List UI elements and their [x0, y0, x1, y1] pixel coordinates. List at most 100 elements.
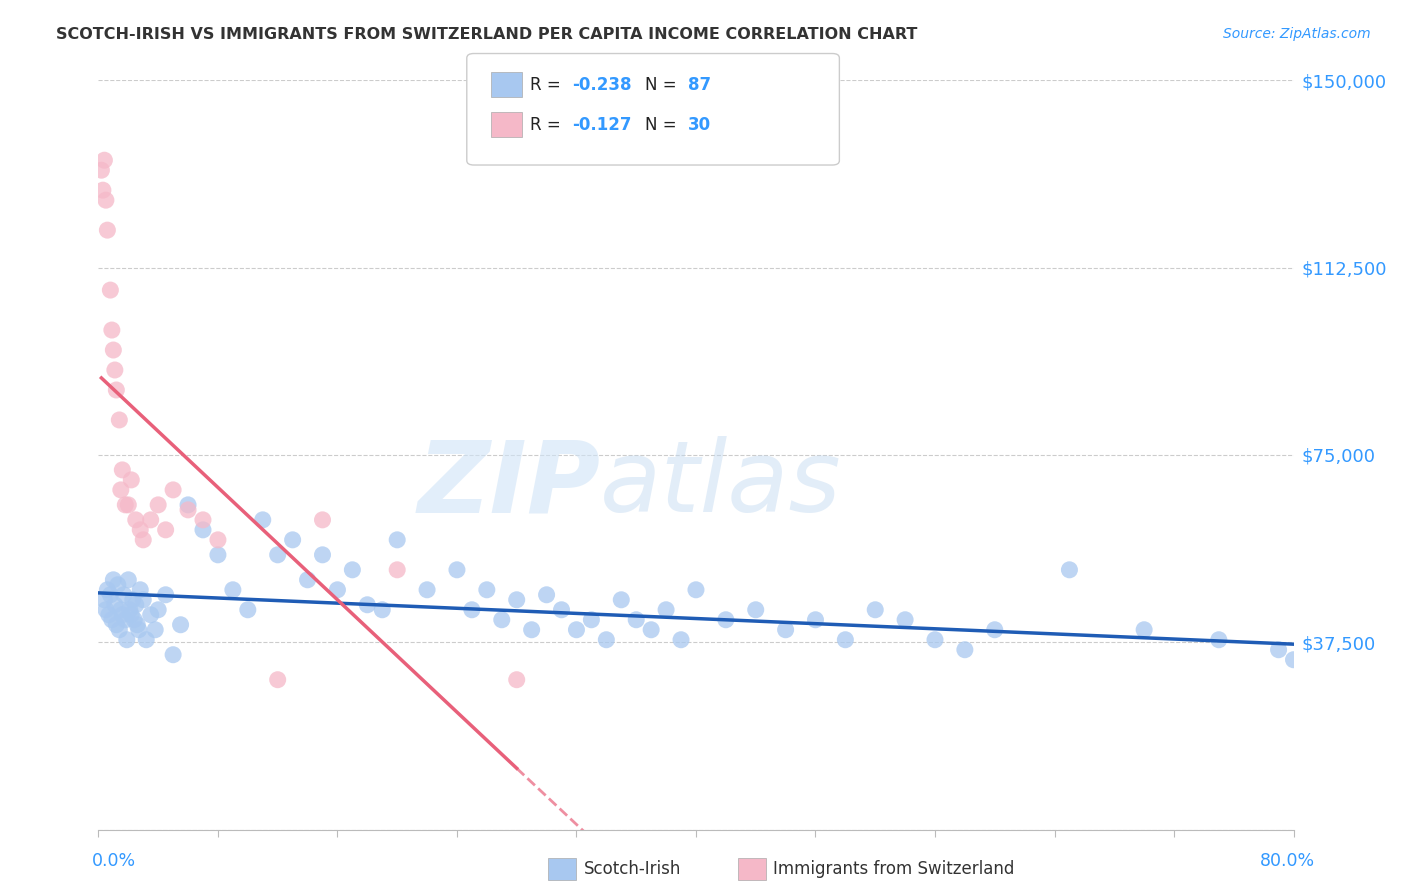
- Text: SCOTCH-IRISH VS IMMIGRANTS FROM SWITZERLAND PER CAPITA INCOME CORRELATION CHART: SCOTCH-IRISH VS IMMIGRANTS FROM SWITZERL…: [56, 27, 918, 42]
- Point: [108, 623, 131, 637]
- Point: [267, 548, 290, 562]
- Point: [121, 592, 143, 607]
- Point: [132, 592, 155, 607]
- Point: [120, 607, 142, 622]
- Point: [98, 283, 122, 297]
- Point: [129, 523, 152, 537]
- Text: 0.0%: 0.0%: [91, 852, 135, 870]
- Point: [669, 632, 692, 647]
- Point: [98, 588, 122, 602]
- Point: [416, 582, 439, 597]
- Point: [252, 513, 274, 527]
- Text: N =: N =: [645, 76, 682, 94]
- Point: [101, 613, 124, 627]
- Point: [1402, 653, 1406, 667]
- Point: [169, 617, 191, 632]
- Point: [110, 483, 132, 497]
- Point: [107, 578, 129, 592]
- Point: [104, 598, 127, 612]
- Point: [110, 603, 132, 617]
- Point: [924, 632, 946, 647]
- Point: [804, 613, 827, 627]
- Point: [1133, 623, 1156, 637]
- Point: [128, 623, 150, 637]
- Point: [834, 632, 856, 647]
- Point: [610, 592, 633, 607]
- Point: [626, 613, 648, 627]
- Text: Immigrants from Switzerland: Immigrants from Switzerland: [773, 860, 1015, 878]
- Point: [1282, 653, 1305, 667]
- Point: [475, 582, 498, 597]
- Point: [162, 648, 184, 662]
- Point: [1312, 632, 1334, 647]
- Point: [125, 513, 148, 527]
- Point: [1059, 563, 1081, 577]
- Point: [775, 623, 797, 637]
- Point: [162, 483, 184, 497]
- Point: [281, 533, 304, 547]
- Point: [111, 607, 134, 622]
- Point: [93, 153, 115, 168]
- Point: [148, 603, 170, 617]
- Point: [222, 582, 245, 597]
- Point: [90, 163, 112, 178]
- Point: [311, 513, 333, 527]
- Point: [461, 603, 484, 617]
- Point: [112, 588, 135, 602]
- Point: [108, 413, 131, 427]
- Point: [132, 533, 155, 547]
- Point: [139, 513, 162, 527]
- Text: ZIP: ZIP: [418, 436, 600, 533]
- Text: atlas: atlas: [600, 436, 842, 533]
- Point: [91, 183, 114, 197]
- Point: [117, 498, 139, 512]
- Text: 30: 30: [688, 116, 710, 134]
- Point: [236, 603, 259, 617]
- Text: 87: 87: [688, 76, 710, 94]
- Point: [94, 193, 117, 207]
- Point: [111, 463, 134, 477]
- Point: [177, 503, 200, 517]
- Text: Scotch-Irish: Scotch-Irish: [583, 860, 681, 878]
- Point: [177, 498, 200, 512]
- Point: [155, 523, 177, 537]
- Point: [371, 603, 394, 617]
- Point: [101, 323, 124, 337]
- Point: [114, 498, 136, 512]
- Point: [520, 623, 543, 637]
- Point: [385, 533, 409, 547]
- Point: [96, 223, 118, 237]
- Point: [640, 623, 662, 637]
- Point: [311, 548, 333, 562]
- Point: [595, 632, 617, 647]
- Point: [1267, 642, 1289, 657]
- Point: [124, 613, 146, 627]
- Point: [104, 363, 127, 377]
- Point: [97, 607, 120, 622]
- Point: [120, 473, 142, 487]
- Text: R =: R =: [530, 116, 567, 134]
- Point: [115, 632, 138, 647]
- Point: [125, 598, 148, 612]
- Point: [139, 607, 162, 622]
- Point: [356, 598, 378, 612]
- Point: [565, 623, 588, 637]
- Text: R =: R =: [530, 76, 567, 94]
- Point: [105, 383, 128, 397]
- Y-axis label: Per Capita Income: Per Capita Income: [0, 384, 7, 525]
- Point: [105, 617, 128, 632]
- Point: [129, 582, 152, 597]
- Point: [506, 673, 529, 687]
- Point: [155, 588, 177, 602]
- Point: [148, 498, 170, 512]
- Point: [117, 573, 139, 587]
- Point: [385, 563, 409, 577]
- Point: [114, 613, 136, 627]
- Point: [191, 513, 214, 527]
- Text: -0.127: -0.127: [572, 116, 631, 134]
- Point: [103, 343, 125, 357]
- Point: [685, 582, 707, 597]
- Text: N =: N =: [645, 116, 682, 134]
- Point: [953, 642, 976, 657]
- Point: [984, 623, 1007, 637]
